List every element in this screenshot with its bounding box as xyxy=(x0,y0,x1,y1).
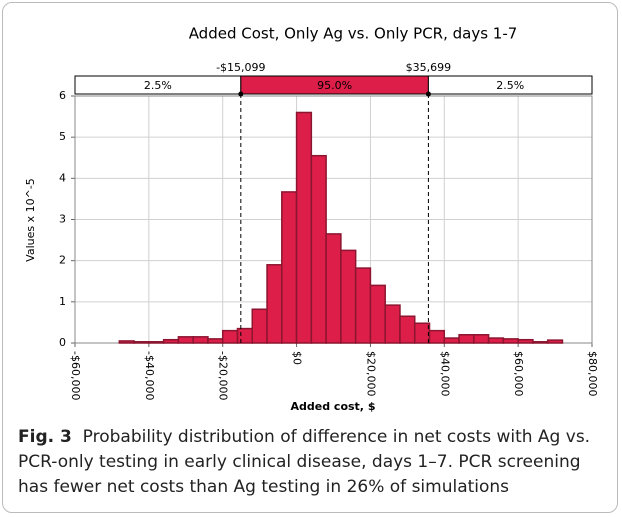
x-tick-label: -$40,000 xyxy=(143,351,156,400)
caption-label: Fig. 3 xyxy=(18,427,72,447)
y-tick-label: 4 xyxy=(59,171,66,184)
x-tick-label: -$60,000 xyxy=(69,351,82,400)
x-tick-label: $40,000 xyxy=(438,351,451,397)
bar xyxy=(354,267,372,344)
bar xyxy=(281,191,298,344)
bar xyxy=(502,338,519,344)
bar xyxy=(428,329,446,344)
bar xyxy=(546,339,564,344)
x-tick-label: $0 xyxy=(291,351,304,365)
x-tick-label: -$20,000 xyxy=(217,351,230,400)
figure-frame xyxy=(2,2,618,513)
band-label: 2.5% xyxy=(496,79,524,92)
bar xyxy=(325,233,342,344)
chart-title: Added Cost, Only Ag vs. Only PCR, days 1… xyxy=(189,25,518,43)
y-tick-label: 2 xyxy=(59,254,66,267)
caption-text: Probability distribution of difference i… xyxy=(18,427,591,497)
caption: Fig. 3 Probability distribution of diffe… xyxy=(18,425,608,500)
bar xyxy=(399,315,416,344)
x-tick-label: $60,000 xyxy=(512,351,525,397)
y-tick-label: 5 xyxy=(59,130,66,143)
bar xyxy=(221,329,239,344)
bar xyxy=(443,337,460,344)
band-segment xyxy=(427,75,593,95)
band-label: 95.0% xyxy=(317,79,352,92)
bar xyxy=(192,336,209,344)
bar xyxy=(310,154,327,344)
x-tick-label: $80,000 xyxy=(586,351,599,397)
chart: Added Cost, Only Ag vs. Only PCR, days 1… xyxy=(24,25,599,414)
y-tick-label: 1 xyxy=(59,295,66,308)
delimiter-marker xyxy=(238,91,244,97)
y-tick-label: 0 xyxy=(59,336,66,349)
delimiter-label: -$15,099 xyxy=(216,61,265,74)
x-axis-label: Added cost, $ xyxy=(291,400,376,413)
bar xyxy=(207,338,224,344)
bar xyxy=(473,334,490,344)
bar xyxy=(236,327,254,344)
bar xyxy=(251,308,268,344)
band-label: 2.5% xyxy=(144,79,172,92)
bar xyxy=(517,338,534,344)
bar xyxy=(340,249,357,344)
bar xyxy=(177,336,194,344)
bar xyxy=(487,337,505,344)
bar xyxy=(295,111,313,344)
bar xyxy=(118,340,135,344)
bar xyxy=(148,341,165,344)
bar xyxy=(384,304,401,344)
x-tick-label: $20,000 xyxy=(364,351,377,397)
delimiter-marker xyxy=(425,91,431,97)
bar xyxy=(133,341,150,344)
bar xyxy=(413,322,431,344)
bar xyxy=(162,338,180,344)
bar xyxy=(458,334,475,344)
bar xyxy=(266,264,283,344)
bar xyxy=(369,284,386,344)
delimiter-label: $35,699 xyxy=(406,61,452,74)
y-tick-label: 3 xyxy=(59,213,66,226)
y-tick-label: 6 xyxy=(59,89,66,102)
bar xyxy=(532,341,549,344)
y-axis-label: Values x 10^-5 xyxy=(24,178,37,262)
